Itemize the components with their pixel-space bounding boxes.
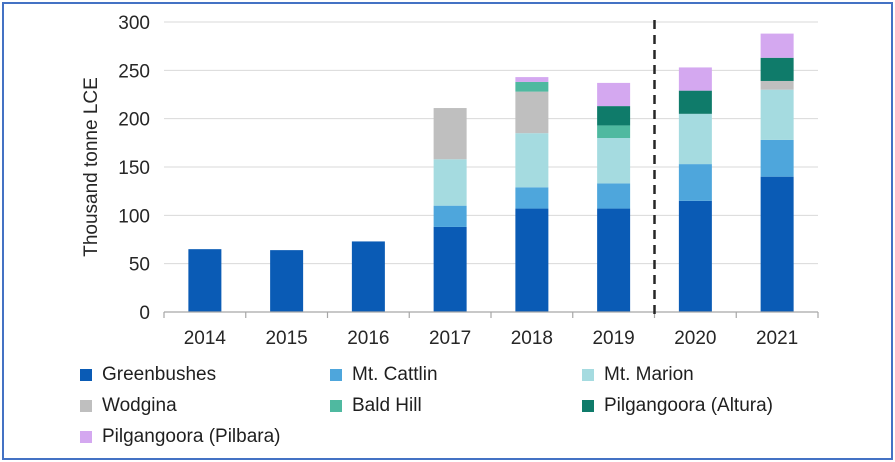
bar-segment — [433, 159, 467, 206]
bar-segment — [760, 33, 794, 58]
bar-segment — [760, 139, 794, 177]
y-tick-label: 300 — [118, 13, 150, 34]
bar-segment — [270, 250, 304, 312]
y-tick-label: 150 — [118, 158, 150, 179]
bar-segment — [515, 187, 549, 209]
bar-segment — [597, 208, 631, 312]
bar-segment — [515, 91, 549, 134]
y-tick-label: 200 — [118, 110, 150, 131]
bar-segment — [597, 183, 631, 209]
bar-segment — [678, 90, 712, 114]
y-tick-label: 100 — [118, 206, 150, 227]
bar-segment — [433, 226, 467, 312]
x-tick-label: 2021 — [756, 328, 798, 349]
bar-segment — [515, 81, 549, 92]
bar-segment — [351, 241, 385, 312]
bar-segment — [515, 208, 549, 312]
bar-segment — [597, 138, 631, 184]
y-axis-label: Thousand tonne LCE — [81, 77, 102, 257]
x-tick-label: 2014 — [184, 328, 227, 349]
bar-segment — [433, 205, 467, 227]
bar-segment — [678, 67, 712, 91]
bar-segment — [760, 80, 794, 90]
bar-segment — [515, 77, 549, 82]
y-tick-label: 50 — [129, 255, 150, 276]
bar-segment — [188, 249, 222, 312]
x-tick-label: 2015 — [265, 328, 307, 349]
bar-segment — [597, 82, 631, 107]
bar-segment — [760, 176, 794, 312]
bar-segment — [515, 133, 549, 188]
bar-segment — [597, 125, 631, 138]
bar-segment — [678, 200, 712, 312]
bar-segment — [433, 108, 467, 160]
bar-segment — [678, 164, 712, 201]
y-tick-label: 250 — [118, 61, 150, 82]
x-tick-label: 2017 — [429, 328, 471, 349]
x-tick-label: 2018 — [511, 328, 553, 349]
x-tick-label: 2020 — [674, 328, 716, 349]
y-tick-label: 0 — [139, 303, 150, 324]
bar-segment — [678, 113, 712, 165]
x-tick-label: 2016 — [347, 328, 389, 349]
x-tick-label: 2019 — [592, 328, 634, 349]
bar-segment — [597, 106, 631, 126]
bar-segment — [760, 89, 794, 140]
bar-segment — [760, 57, 794, 81]
